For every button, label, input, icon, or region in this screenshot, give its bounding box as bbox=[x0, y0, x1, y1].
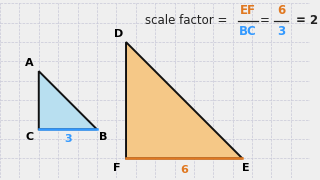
Text: = 2: = 2 bbox=[296, 14, 318, 27]
Text: 6: 6 bbox=[277, 4, 285, 17]
Text: 3: 3 bbox=[64, 134, 72, 144]
Text: 6: 6 bbox=[180, 165, 188, 175]
Text: D: D bbox=[114, 29, 123, 39]
Text: =: = bbox=[260, 14, 269, 27]
Text: F: F bbox=[113, 163, 120, 173]
Text: scale factor =: scale factor = bbox=[145, 14, 232, 27]
Text: EF: EF bbox=[240, 4, 256, 17]
Text: E: E bbox=[243, 163, 250, 173]
Text: BC: BC bbox=[239, 25, 257, 38]
Polygon shape bbox=[39, 71, 97, 129]
Text: A: A bbox=[25, 58, 33, 68]
Text: C: C bbox=[25, 132, 33, 142]
Text: 3: 3 bbox=[277, 25, 285, 38]
Polygon shape bbox=[126, 42, 242, 158]
Text: B: B bbox=[99, 132, 107, 142]
